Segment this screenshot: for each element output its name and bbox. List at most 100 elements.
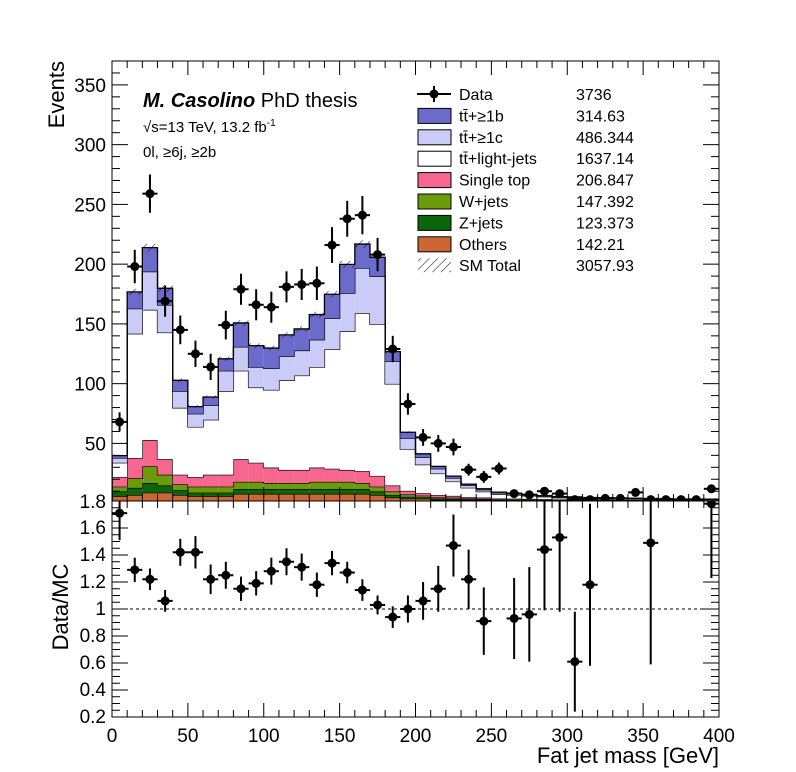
sm-total-band-b39 [704, 498, 719, 499]
ratio-point [252, 579, 261, 588]
ratio-y-tick-label: 0.2 [80, 707, 106, 728]
legend-swatch [418, 237, 451, 252]
data-point [449, 442, 458, 451]
sm-total-band-b16 [355, 240, 370, 248]
ratio-point [130, 565, 139, 574]
stack-bar-s1-b11 [279, 489, 294, 494]
data-point [236, 285, 245, 294]
legend-label: tt̄+≥1b [459, 108, 504, 125]
stack-bar-s2-b3 [158, 475, 173, 486]
stack-bar-s1-b10 [264, 489, 279, 494]
ratio-point [510, 614, 519, 623]
stack-bar-s5-b16 [355, 268, 370, 313]
stack-bar-s4-b4 [173, 408, 188, 475]
stack-bar-s4-b21 [431, 474, 446, 496]
sm-total-band-b5 [188, 405, 203, 408]
ratio-point [479, 617, 488, 626]
legend-value: 1637.14 [576, 151, 634, 168]
x-tick-label: 200 [400, 726, 432, 747]
stack-bar-s3-b14 [324, 469, 339, 482]
data-point [312, 279, 321, 288]
sm-total-band-b6 [203, 395, 218, 398]
sm-total-band-b4 [173, 378, 188, 382]
stack-bar-s3-b3 [158, 459, 173, 475]
stack-bar-s0-b17 [370, 495, 385, 501]
ratio-point [646, 538, 655, 547]
stack-bar-s0-b10 [264, 494, 279, 501]
sm-total-band-b15 [340, 261, 355, 268]
stack-bar-s4-b8 [233, 371, 248, 459]
ratio-point [221, 571, 230, 580]
ratio-point [191, 548, 200, 557]
stack-bar-s2-b10 [264, 483, 279, 489]
stack-bar-s3-b18 [385, 485, 400, 491]
stack-bar-s4-b19 [400, 449, 415, 491]
stack-bar-s6-b11 [279, 335, 294, 357]
stack-bar-s5-b12 [294, 350, 309, 375]
stack-bar-s0-b2 [142, 493, 157, 501]
stack-bar-s2-b4 [173, 484, 188, 490]
stack-bar-s0-b0 [112, 496, 127, 501]
stack-bar-s5-b21 [431, 469, 446, 474]
ratio-point [115, 509, 124, 518]
stack-bar-s2-b5 [188, 487, 203, 493]
stack-bar-s3-b1 [127, 458, 142, 478]
sm-total-band-b11 [279, 332, 294, 337]
data-point [403, 399, 412, 408]
stack-bar-s0-b12 [294, 494, 309, 501]
data-point [388, 344, 397, 353]
stack-bar-s1-b0 [112, 491, 127, 496]
stack-bar-s0-b7 [218, 496, 233, 501]
data-point [540, 487, 549, 496]
sm-total-band-b21 [431, 466, 446, 467]
stack-bar-s2-b16 [355, 483, 370, 489]
stack-bar-s2-b11 [279, 483, 294, 489]
sm-total-band-b12 [294, 326, 309, 331]
stack-bar-s1-b13 [309, 489, 324, 494]
stack-bar-s3-b16 [355, 471, 370, 483]
stack-bar-s5-b19 [400, 438, 415, 449]
data-point [161, 297, 170, 306]
data-point [328, 241, 337, 250]
legend-label: W+jets [459, 194, 508, 211]
sm-total-band-b7 [218, 357, 233, 361]
data-point [464, 465, 473, 474]
main-y-tick-label: 350 [74, 76, 106, 97]
ratio-point [464, 575, 473, 584]
ratio-y-tick-label: 1.4 [80, 545, 107, 566]
stack-bar-s3-b2 [142, 440, 157, 466]
stack-bar-s5-b9 [249, 367, 264, 387]
legend-value: 147.392 [576, 194, 634, 211]
data-point [707, 484, 716, 493]
ratio-point [373, 600, 382, 609]
stack-bar-s2-b15 [340, 482, 355, 489]
data-point [145, 189, 154, 198]
data-point [191, 349, 200, 358]
stack-bar-s0-b3 [158, 493, 173, 501]
stack-bar-s3-b4 [173, 475, 188, 485]
ratio-y-tick-label: 0.4 [80, 680, 107, 701]
data-point [510, 489, 519, 498]
sm-total-band-b1 [127, 289, 142, 295]
ratio-point [525, 610, 534, 619]
stack-bar-s4-b16 [355, 313, 370, 471]
stack-bar-s5-b20 [416, 457, 431, 464]
stack-bar-s2-b7 [218, 487, 233, 493]
data-point [267, 303, 276, 312]
data-point [115, 417, 124, 426]
stack-bar-s1-b1 [127, 488, 142, 495]
stack-bar-s0-b13 [309, 494, 324, 501]
legend-label: Z+jets [459, 215, 503, 232]
ratio-point [434, 584, 443, 593]
stack-bar-s6-b14 [324, 294, 339, 318]
stack-bar-s6-b9 [249, 346, 264, 368]
stack-bar-s5-b4 [173, 391, 188, 408]
x-tick-label: 0 [107, 726, 118, 747]
stack-bar-s0-b8 [233, 494, 248, 501]
ratio-y-tick-label: 0.8 [80, 626, 106, 647]
stack-bar-s0-b9 [249, 494, 264, 501]
sm-total-band-b25 [491, 491, 506, 492]
sm-total-band-b34 [628, 498, 643, 499]
stack-bar-s3-b12 [294, 470, 309, 483]
